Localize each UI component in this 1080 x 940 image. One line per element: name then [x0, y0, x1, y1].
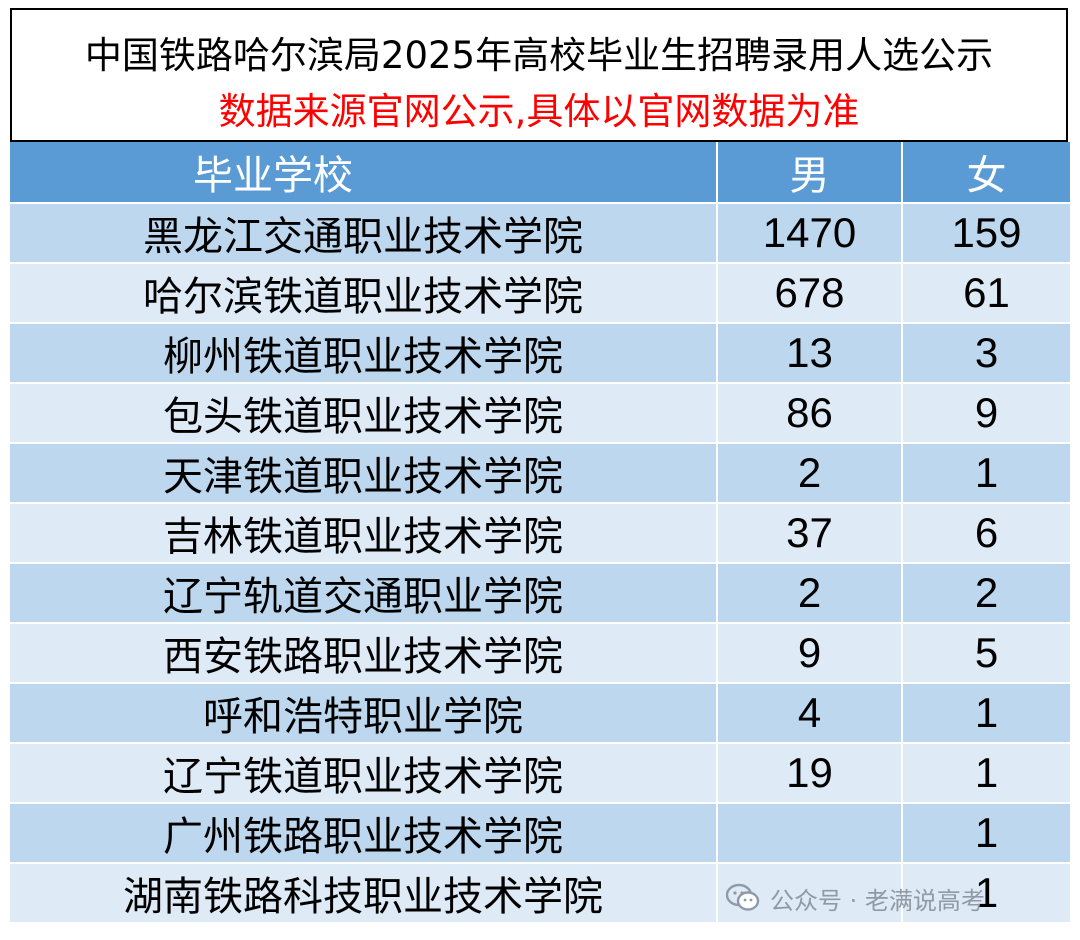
header-female: 女 — [966, 153, 1007, 199]
school-cell: 包头铁道职业技术学院 — [10, 384, 718, 442]
female-count-cell: 1 — [974, 689, 999, 736]
school-cell: 西安铁路职业技术学院 — [10, 624, 718, 682]
female-count-cell: 6 — [974, 509, 999, 556]
female-count-cell: 1 — [974, 809, 999, 856]
table-row: 哈尔滨铁道职业技术学院 678 61 — [10, 264, 1070, 324]
header-male: 男 — [718, 142, 903, 202]
table-row: 湖南铁路科技职业技术学院 1 — [10, 864, 1070, 924]
school-cell: 辽宁轨道交通职业学院 — [10, 564, 718, 622]
male-count-cell: 678 — [718, 264, 903, 322]
school-cell: 黑龙江交通职业技术学院 — [10, 204, 718, 262]
table-row: 辽宁铁道职业技术学院 19 1 — [10, 744, 1070, 804]
table-row: 呼和浩特职业学院 4 1 — [10, 684, 1070, 744]
title-box: 中国铁路哈尔滨局2025年高校毕业生招聘录用人选公示 数据来源官网公示,具体以官… — [10, 8, 1068, 142]
male-count-cell: 19 — [718, 744, 903, 802]
male-count-cell: 2 — [718, 444, 903, 502]
watermark: 公众号 · 老满说高考 — [725, 878, 985, 918]
school-cell: 广州铁路职业技术学院 — [10, 804, 718, 862]
table-row: 吉林铁道职业技术学院 37 6 — [10, 504, 1070, 564]
male-count-cell: 86 — [718, 384, 903, 442]
female-count-cell: 159 — [951, 209, 1022, 256]
table-row: 西安铁路职业技术学院 9 5 — [10, 624, 1070, 684]
school-cell: 天津铁道职业技术学院 — [10, 444, 718, 502]
table-row: 辽宁轨道交通职业学院 2 2 — [10, 564, 1070, 624]
page-subtitle: 数据来源官网公示,具体以官网数据为准 — [218, 90, 860, 133]
female-count-cell: 3 — [974, 329, 999, 376]
table-row: 黑龙江交通职业技术学院 1470 159 — [10, 204, 1070, 264]
male-count-cell: 1470 — [718, 204, 903, 262]
female-count-cell: 61 — [963, 269, 1010, 316]
male-count-cell: 37 — [718, 504, 903, 562]
school-cell: 辽宁铁道职业技术学院 — [10, 744, 718, 802]
female-count-cell: 1 — [974, 449, 999, 496]
table-row: 广州铁路职业技术学院 1 — [10, 804, 1070, 864]
female-count-cell: 9 — [974, 389, 999, 436]
page-title: 中国铁路哈尔滨局2025年高校毕业生招聘录用人选公示 — [84, 34, 994, 77]
school-cell: 湖南铁路科技职业技术学院 — [10, 864, 718, 922]
school-cell: 呼和浩特职业学院 — [10, 684, 718, 742]
school-cell: 哈尔滨铁道职业技术学院 — [10, 264, 718, 322]
school-cell: 吉林铁道职业技术学院 — [10, 504, 718, 562]
recruitment-table: 毕业学校 男 女 黑龙江交通职业技术学院 1470 159 哈尔滨铁道职业技术学… — [10, 142, 1070, 924]
female-count-cell: 2 — [974, 569, 999, 616]
male-count-cell: 4 — [718, 684, 903, 742]
school-cell: 柳州铁道职业技术学院 — [10, 324, 718, 382]
female-count-cell: 1 — [974, 869, 999, 916]
female-count-cell: 1 — [974, 749, 999, 796]
watermark-text: 公众号 · 老满说高考 — [770, 886, 985, 915]
male-count-cell: 2 — [718, 564, 903, 622]
male-count-cell: 13 — [718, 324, 903, 382]
table-header-row: 毕业学校 男 女 — [10, 142, 1070, 204]
table-row: 天津铁道职业技术学院 2 1 — [10, 444, 1070, 504]
male-count-cell — [718, 804, 903, 862]
female-count-cell: 5 — [974, 629, 999, 676]
header-school: 毕业学校 — [10, 142, 718, 202]
table-row: 包头铁道职业技术学院 86 9 — [10, 384, 1070, 444]
male-count-cell: 9 — [718, 624, 903, 682]
table-row: 柳州铁道职业技术学院 13 3 — [10, 324, 1070, 384]
wechat-icon — [725, 883, 760, 913]
male-count-cell — [718, 864, 903, 922]
